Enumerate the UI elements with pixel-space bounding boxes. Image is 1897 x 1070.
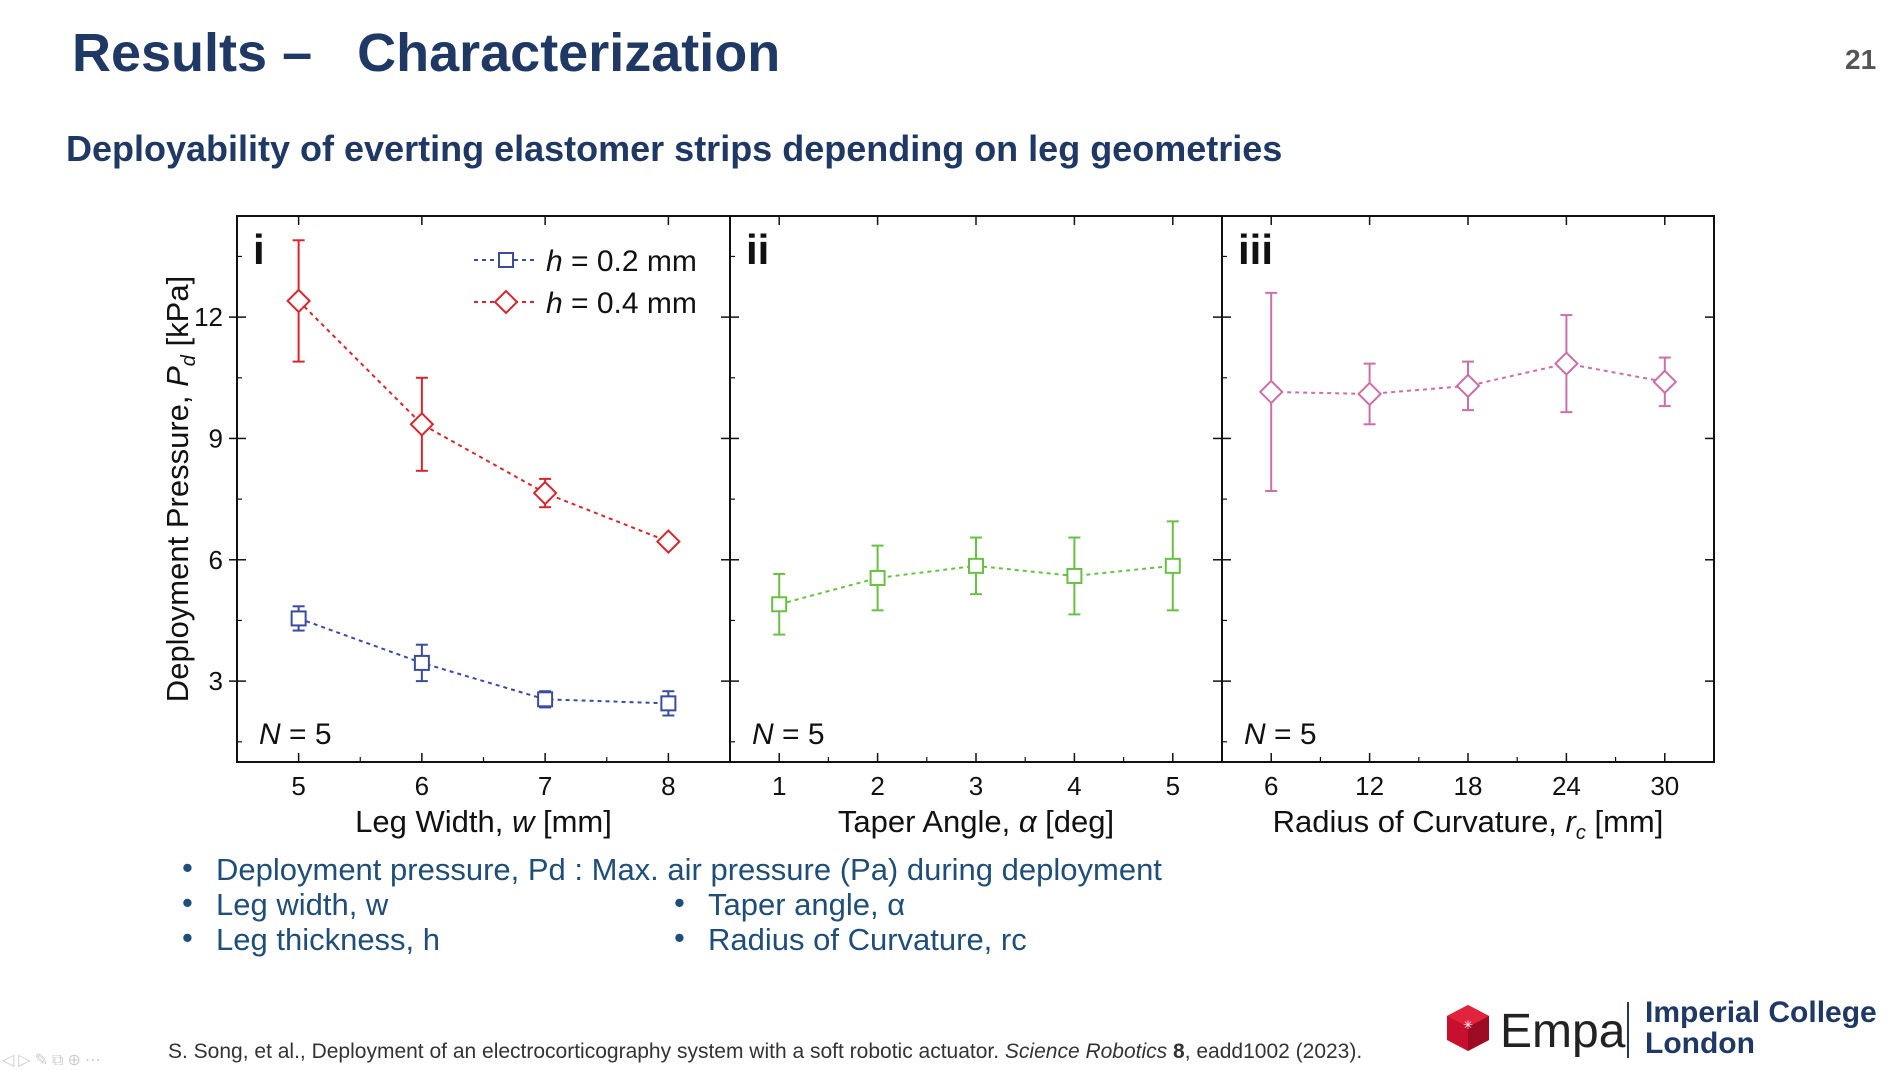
citation-volume: 8 — [1173, 1040, 1185, 1063]
data-point-diamond — [286, 288, 312, 314]
panel-label-3: iii — [1238, 226, 1273, 273]
data-point-diamond — [1258, 379, 1284, 405]
citation: S. Song, et al., Deployment of an electr… — [168, 1040, 1362, 1064]
bullet-text-5: Radius of Curvature, rc — [708, 922, 1027, 957]
data-point-diamond — [532, 480, 558, 506]
empa-logo-text: Empa — [1500, 1005, 1626, 1058]
x-tick-label: 4 — [1067, 771, 1081, 801]
panel-label-1: i — [253, 226, 265, 273]
x-tick-label: 1 — [772, 771, 786, 801]
series-line-1-1 — [297, 300, 669, 543]
panel-frame-2 — [729, 215, 1223, 763]
data-point-square — [771, 596, 788, 613]
bullet-taper-angle: • Taper angle, α — [674, 885, 906, 922]
y-tick-label: 3 — [209, 666, 223, 696]
svg-text:✳: ✳ — [1463, 1018, 1473, 1032]
data-point-square — [1164, 557, 1181, 574]
data-point-square — [413, 654, 430, 671]
n-annotation-3: N = 5 — [1244, 718, 1317, 751]
legend-marker-square — [498, 252, 514, 268]
imperial-logo-line2: London — [1645, 1027, 1755, 1060]
x-axis-label-2: Taper Angle, α [deg] — [838, 804, 1114, 839]
slide-number: 21 — [1845, 44, 1877, 75]
bullet-text-1: Deployment pressure, Pd : Max. air press… — [216, 852, 1162, 887]
citation-rest: , eadd1002 (2023). — [1184, 1040, 1363, 1063]
data-point-diamond — [409, 411, 435, 437]
y-axis-label: Deployment Pressure, Pd [kPa] — [160, 276, 200, 702]
x-tick-label: 6 — [415, 771, 429, 801]
data-point-square — [660, 695, 677, 712]
x-tick-label: 7 — [538, 771, 552, 801]
legend-marker-diamond — [493, 289, 519, 315]
bullet-text-2: Leg width, w — [216, 887, 389, 922]
data-point-diamond — [1455, 373, 1481, 399]
x-tick-label: 5 — [291, 771, 305, 801]
empa-logo-icon: ✳ — [1447, 1005, 1489, 1051]
series-line-1-0 — [298, 617, 669, 705]
data-point-diamond — [1357, 381, 1383, 407]
slide-title: Results – Characterization — [72, 23, 781, 83]
data-point-square — [869, 569, 886, 586]
data-point-square — [290, 610, 307, 627]
x-axis-label-3: Radius of Curvature, rc [mm] — [1273, 804, 1664, 844]
data-point-diamond — [655, 529, 681, 554]
x-tick-label: 5 — [1166, 771, 1180, 801]
data-point-diamond — [1553, 351, 1579, 377]
bullet-deployment-pressure: • Deployment pressure, Pd : Max. air pre… — [182, 850, 1162, 887]
data-point-square — [1066, 567, 1083, 584]
citation-journal: Science Robotics — [1004, 1040, 1168, 1063]
bullet-radius-curvature: • Radius of Curvature, rc — [674, 920, 1027, 957]
data-point-square — [968, 557, 984, 574]
bullet-text-4: Taper angle, α — [708, 887, 906, 922]
y-tick-label: 9 — [209, 423, 223, 453]
x-tick-label: 8 — [661, 771, 675, 801]
x-tick-label: 12 — [1355, 771, 1384, 801]
citation-authors: S. Song, et al., Deployment of an electr… — [168, 1040, 1005, 1063]
x-tick-label: 30 — [1650, 771, 1679, 801]
x-tick-label: 3 — [969, 771, 983, 801]
data-point-diamond — [1652, 369, 1678, 395]
x-tick-label: 24 — [1552, 771, 1581, 801]
y-tick-label: 12 — [194, 302, 223, 332]
panel-frame-3 — [1221, 215, 1715, 763]
slide-subtitle: Deployability of everting elastomer stri… — [66, 128, 1283, 169]
x-tick-label: 18 — [1454, 771, 1483, 801]
bullet-text-3: Leg thickness, h — [216, 922, 441, 957]
logo-divider — [1627, 1002, 1629, 1058]
y-tick-label: 6 — [209, 545, 223, 575]
data-point-square — [537, 691, 554, 708]
x-tick-label: 2 — [870, 771, 884, 801]
n-annotation-2: N = 5 — [752, 718, 825, 751]
imperial-logo-line1: Imperial College — [1645, 996, 1877, 1029]
legend-label-0: h = 0.2 mm — [546, 245, 697, 278]
panel-label-2: ii — [746, 226, 769, 273]
x-tick-label: 6 — [1264, 771, 1278, 801]
x-axis-label-1: Leg Width, w [mm] — [355, 804, 612, 839]
legend-label-1: h = 0.4 mm — [546, 287, 697, 320]
series-line-3-0 — [1271, 362, 1665, 395]
presentation-controls[interactable]: ◁▷✎⧉⊕⋯ — [2, 1052, 105, 1069]
bullet-leg-width: • Leg width, w — [182, 885, 389, 922]
n-annotation-1: N = 5 — [259, 718, 332, 751]
bullet-leg-thickness: • Leg thickness, h — [182, 920, 441, 957]
